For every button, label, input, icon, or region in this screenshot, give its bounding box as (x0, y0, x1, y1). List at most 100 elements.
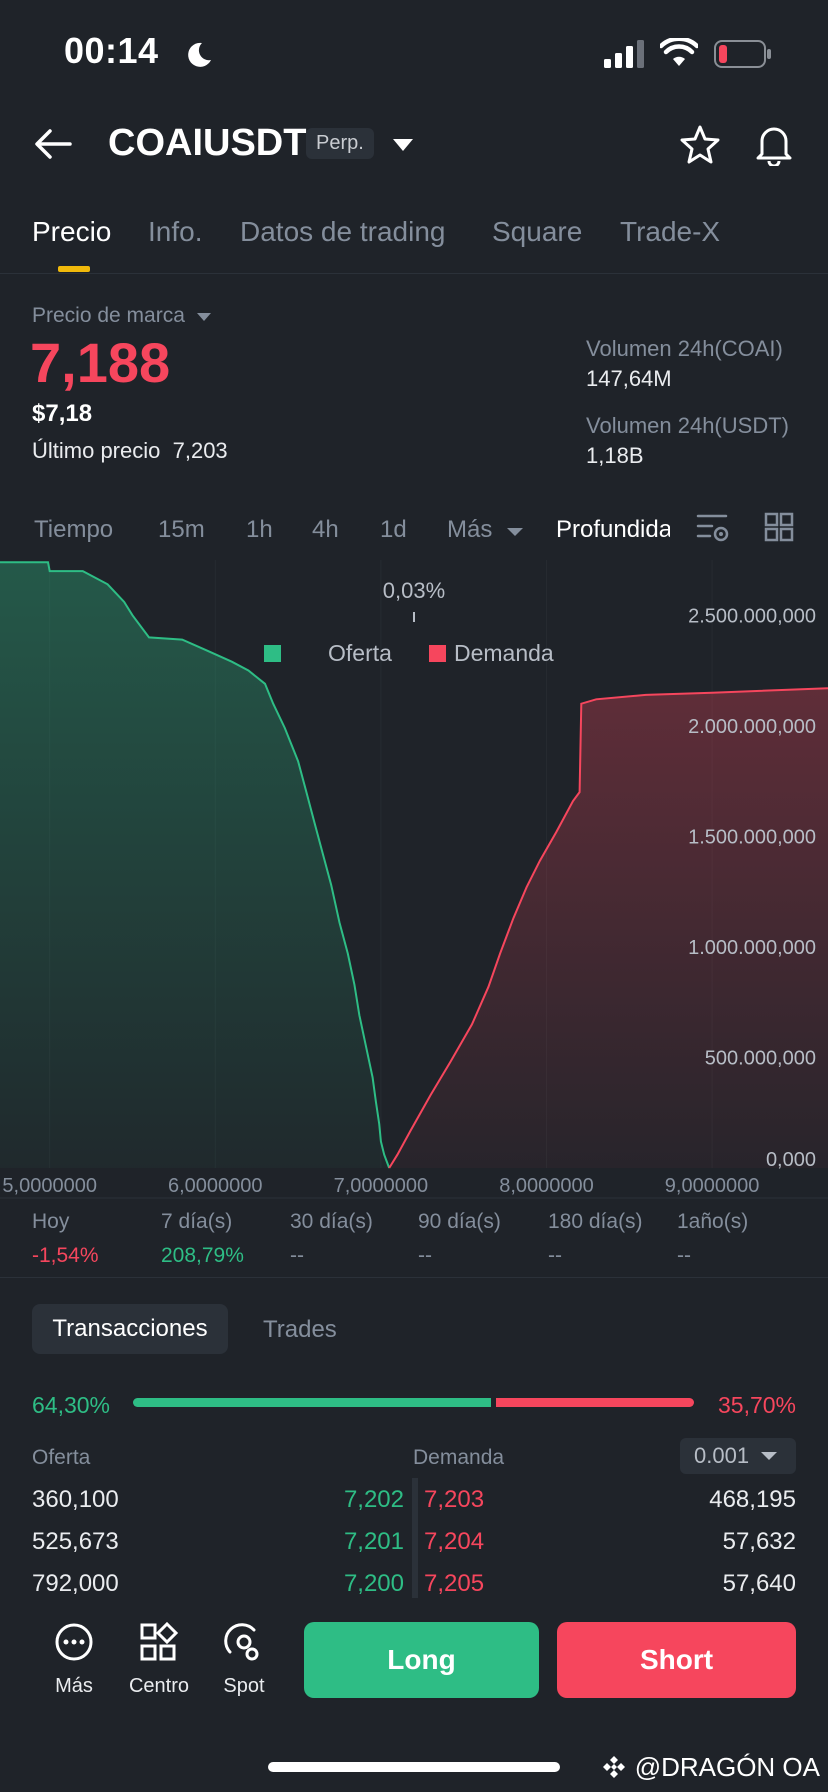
mark-price: 7,188 (30, 331, 171, 394)
last-price-label: Último precio (32, 438, 161, 463)
stat-value: -1,54% (32, 1244, 99, 1267)
mark-price-dropdown-icon[interactable] (196, 312, 211, 322)
pair-title[interactable]: COAIUSDT (108, 122, 307, 164)
short-button[interactable]: Short (557, 1622, 796, 1698)
interval-mas-dropdown-icon (507, 528, 524, 536)
wifi-icon (660, 38, 698, 66)
mark-price-label[interactable]: Precio de marca (32, 304, 211, 328)
bid-depth-area (0, 562, 390, 1168)
battery-icon (714, 40, 771, 68)
tab-transacciones[interactable]: Transacciones (32, 1304, 228, 1354)
x-tick-label: 8,0000000 (499, 1175, 594, 1197)
tabs-divider (0, 273, 828, 274)
orderbook-row[interactable]: 360,100 7,202 7,203 468,195 (0, 1486, 828, 1528)
bid-ratio-bar (133, 1398, 491, 1407)
ask-price: 7,205 (424, 1570, 485, 1597)
stat-value: -- (290, 1244, 304, 1267)
x-tick-label: 6,0000000 (168, 1175, 263, 1197)
stats-divider (0, 1277, 828, 1278)
perp-badge: Perp. (306, 128, 374, 159)
y-tick-label: 2.500.000,000 (688, 605, 816, 627)
binance-logo-icon (603, 1756, 626, 1778)
bid-qty: 360,100 (32, 1486, 119, 1513)
tab-active-indicator (58, 266, 90, 272)
tab-trades[interactable]: Trades (263, 1316, 337, 1343)
last-price-value: 7,203 (172, 438, 228, 463)
x-tick-label: 9,0000000 (665, 1175, 760, 1197)
back-arrow-icon[interactable] (34, 128, 72, 160)
bid-price: 7,200 (343, 1570, 404, 1597)
chart-settings-icon[interactable] (696, 512, 730, 544)
spread-label: 0,03% (383, 578, 445, 603)
stat-label: 1año(s) (677, 1210, 749, 1233)
orderbook-row[interactable]: 525,673 7,201 7,204 57,632 (0, 1528, 828, 1570)
ask-ratio-bar (496, 1398, 694, 1407)
stat-label: Hoy (32, 1210, 70, 1233)
volume-usdt-value: 1,18B (586, 443, 644, 468)
interval-4h[interactable]: 4h (312, 516, 339, 543)
interval-1d[interactable]: 1d (380, 516, 407, 543)
y-tick-label: 1.500.000,000 (688, 826, 816, 848)
spot-icon (224, 1623, 259, 1661)
legend-ask-label: Demanda (454, 640, 554, 666)
favorite-star-icon[interactable] (680, 124, 720, 164)
y-tick-label: 1.000.000,000 (688, 937, 816, 959)
status-time: 00:14 (64, 30, 159, 71)
ask-depth-line (388, 687, 828, 1169)
orderbook-midline (412, 1478, 418, 1598)
stat-value: -- (677, 1244, 691, 1267)
bell-icon[interactable] (754, 122, 794, 166)
precision-select[interactable]: 0.001 (680, 1438, 796, 1474)
tab-datos-trading[interactable]: Datos de trading (240, 216, 446, 247)
nav-centro[interactable]: Centro (119, 1621, 199, 1698)
long-button[interactable]: Long (304, 1622, 539, 1698)
stat-label: 30 día(s) (290, 1210, 373, 1233)
nav-mas[interactable]: Más (34, 1622, 114, 1698)
stat-label: 180 día(s) (548, 1210, 643, 1233)
tab-trade-x[interactable]: Trade-X (620, 216, 721, 247)
tab-info[interactable]: Info. (148, 216, 203, 247)
tab-square[interactable]: Square (492, 216, 583, 247)
moon-icon (188, 42, 211, 67)
ask-depth-area (389, 688, 828, 1168)
signal-icon (604, 40, 644, 68)
interval-15m[interactable]: 15m (158, 516, 205, 543)
orderbook-bid-header: Oferta (32, 1446, 91, 1469)
legend-bid-swatch (264, 645, 281, 662)
pair-dropdown-icon[interactable] (392, 138, 414, 152)
y-tick-label: 2.000.000,000 (688, 716, 816, 738)
volume-coai-label: Volumen 24h(COAI) (586, 336, 783, 361)
x-tick-label: 7,0000000 (334, 1175, 429, 1197)
interval-profundidad[interactable]: Profundidad (556, 516, 670, 543)
more-icon (55, 1623, 93, 1661)
orderbook-ask-header: Demanda (413, 1446, 505, 1469)
stat-value: 208,79% (161, 1244, 244, 1267)
y-tick-label: 0,000 (766, 1149, 816, 1171)
home-indicator[interactable] (268, 1762, 560, 1772)
grid-icon (140, 1621, 179, 1661)
legend-bid-label: Oferta (328, 640, 392, 666)
ask-price: 7,203 (424, 1486, 485, 1513)
stat-value: -- (548, 1244, 562, 1267)
stat-label: 7 día(s) (161, 1210, 233, 1233)
watermark: @DRAGÓN OA (601, 1752, 820, 1783)
bid-depth-line (0, 561, 391, 1169)
interval-1h[interactable]: 1h (246, 516, 273, 543)
depth-chart[interactable]: 0,000 500.000,000 1.000.000,000 1.500.000,0… (0, 560, 828, 1200)
x-tick-label: 5,0000000 (2, 1175, 97, 1197)
orderbook-row[interactable]: 792,000 7,200 7,205 57,640 (0, 1570, 828, 1612)
bid-qty: 525,673 (32, 1528, 119, 1555)
interval-tiempo[interactable]: Tiempo (34, 516, 114, 543)
bid-ratio: 64,30% (32, 1392, 111, 1418)
ask-qty: 57,632 (722, 1528, 796, 1555)
volume-coai-value: 147,64M (586, 366, 672, 391)
volume-usdt-label: Volumen 24h(USDT) (586, 413, 789, 438)
precision-dropdown-icon (761, 1452, 778, 1460)
layout-grid-icon[interactable] (764, 512, 794, 542)
nav-spot[interactable]: Spot (204, 1622, 284, 1698)
interval-mas[interactable]: Más (447, 516, 524, 544)
tab-precio[interactable]: Precio (32, 216, 112, 247)
legend-ask-swatch (429, 645, 446, 662)
ask-price: 7,204 (424, 1528, 485, 1555)
y-tick-label: 500.000,000 (705, 1047, 816, 1069)
